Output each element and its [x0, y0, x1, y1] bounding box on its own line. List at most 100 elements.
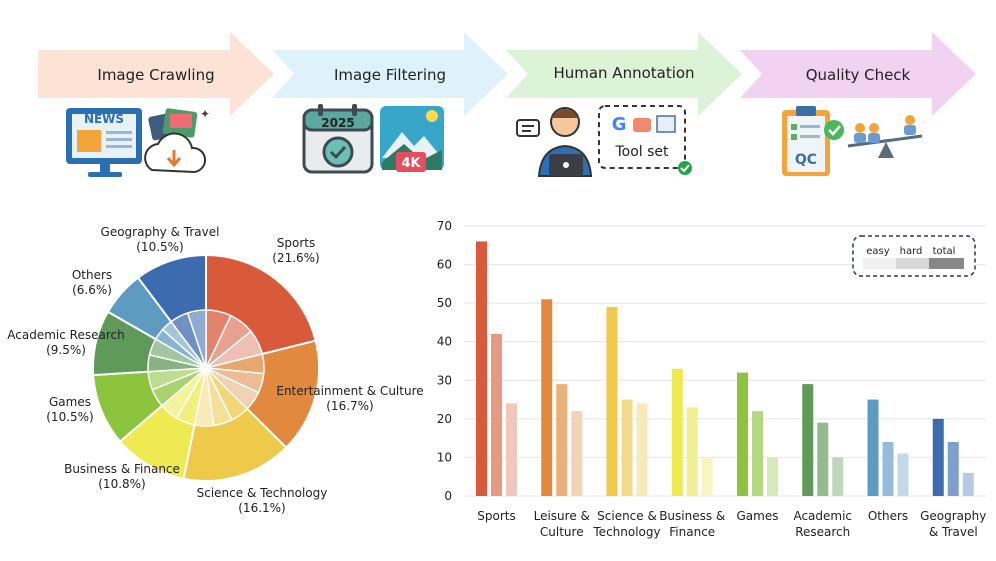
bar-hard — [556, 384, 568, 496]
pie-label: Science & Technology — [197, 486, 328, 500]
bar-easy — [671, 368, 683, 496]
cloud-download-icon — [144, 132, 206, 174]
bar-chart-svg: 0 10 20 30 40 50 60 70 Sports Leisure & Culture Sci… — [437, 219, 987, 539]
bar-total — [962, 472, 974, 496]
pie-percent-label: (10.5%) — [136, 240, 183, 254]
arrow-shape — [272, 32, 508, 116]
y-tick-label: 20 — [437, 412, 452, 426]
bar-hard — [947, 442, 959, 496]
x-category-label: Culture — [540, 525, 584, 539]
x-category-label: Leisure & — [534, 509, 590, 523]
pie-percent-label: (10.5%) — [46, 410, 93, 424]
news-monitor-icon: NEWS — [66, 108, 142, 177]
calendar-year: 2025 — [321, 116, 354, 130]
bar-easy — [541, 299, 553, 496]
chart-legend: easy hard total — [852, 235, 976, 277]
bar-total — [571, 411, 583, 496]
x-category-label: & Travel — [929, 525, 978, 539]
image-tool-icon — [656, 115, 676, 133]
pie-percent-label: (16.7%) — [326, 399, 373, 413]
stage-human-annotation: Human Annotation — [506, 26, 742, 122]
stage-image-crawling: Image Crawling — [38, 26, 274, 122]
pie-label: Entertainment & Culture — [276, 384, 423, 398]
photos-icon: ✦ — [148, 107, 210, 141]
bar-easy — [737, 372, 748, 496]
category-pie-chart: Sports (21.6%) Entertainment & Culture (16.… — [0, 212, 440, 552]
x-category-label: Science & — [597, 509, 657, 523]
annotation-icons: G Tool set — [516, 105, 692, 177]
stage-label: Image Filtering — [333, 66, 447, 84]
pie-label: Games — [49, 395, 91, 409]
stage-arrow — [272, 32, 508, 116]
bar-hard — [491, 334, 502, 496]
arrow-shape — [506, 32, 742, 116]
bar-hard — [817, 422, 829, 496]
y-tick-label: 0 — [444, 489, 452, 503]
toolset-label: Tool set — [614, 144, 669, 160]
annotator-icon — [516, 107, 593, 177]
bar-total — [832, 457, 844, 496]
filtering-icons: 2025 4K — [302, 104, 444, 174]
stage-label: Quality Check — [805, 66, 911, 84]
x-category-label: Research — [795, 525, 850, 539]
legend-swatch — [896, 258, 931, 269]
stage-arrow — [740, 32, 976, 116]
bar-easy — [476, 241, 487, 496]
x-category-label: Sports — [477, 509, 515, 523]
y-tick-label: 50 — [437, 296, 452, 310]
x-category-label: Geography — [920, 509, 986, 523]
x-category-label: Games — [737, 509, 779, 523]
pie-label: Others — [72, 268, 112, 282]
pie-percent-label: (16.1%) — [238, 501, 285, 515]
legend-label: total — [933, 246, 956, 257]
pie-inner-slice — [186, 309, 207, 369]
x-category-label: Academic — [793, 509, 852, 523]
balance-icon — [847, 115, 923, 158]
stage-label: Human Annotation — [553, 64, 695, 82]
bar-total — [506, 403, 517, 496]
pie-label: Business & Finance — [64, 462, 180, 476]
toolset-box: G Tool set — [598, 105, 692, 175]
calendar-check-icon: 2025 — [302, 104, 374, 174]
bar-total — [636, 403, 648, 496]
x-category-label: Business & — [659, 509, 725, 523]
legend-swatch — [863, 258, 898, 269]
pie-percent-label: (10.8%) — [98, 477, 145, 491]
quality-icons: QC — [782, 106, 923, 176]
x-category-label: Technology — [592, 525, 660, 539]
y-tick-label: 70 — [437, 219, 452, 233]
y-tick-label: 10 — [437, 450, 452, 464]
bar-easy — [802, 384, 814, 496]
bar-hard — [686, 407, 698, 496]
bar-easy — [932, 418, 944, 496]
bar-hard — [621, 399, 633, 496]
bar-hard — [882, 442, 894, 496]
pie-percent-label: (9.5%) — [46, 343, 86, 357]
check-badge-icon — [678, 161, 692, 175]
pie-label: Sports — [277, 236, 315, 250]
pie-label: Geography & Travel — [101, 225, 220, 239]
x-category-label: Others — [868, 509, 908, 523]
news-text: NEWS — [84, 112, 124, 126]
bar-easy — [867, 399, 879, 496]
qc-clipboard-icon: QC — [782, 106, 844, 176]
resolution-text: 4K — [401, 156, 421, 171]
qc-text: QC — [795, 152, 817, 168]
y-tick-label: 30 — [437, 373, 452, 387]
stage-quality-check: Quality Check — [740, 26, 976, 122]
svg-text:✦: ✦ — [200, 107, 210, 121]
stage-image-filtering: Image Filtering — [272, 26, 508, 122]
crawling-icons: NEWS ✦ — [66, 107, 210, 177]
pie-label: Academic Research — [7, 328, 124, 342]
stage-arrow — [506, 32, 742, 116]
pie-percent-label: (21.6%) — [272, 251, 319, 265]
bar-total — [767, 457, 778, 496]
difficulty-bar-chart: 0 10 20 30 40 50 60 70 Sports Leisure & Culture Sci… — [428, 212, 996, 552]
translate-icon — [633, 118, 651, 132]
image-4k-icon: 4K — [380, 106, 444, 172]
bar-hard — [752, 411, 763, 496]
bar-easy — [606, 307, 618, 496]
bar-total — [897, 453, 909, 496]
legend-swatch — [929, 258, 964, 269]
arrow-shape — [38, 32, 274, 116]
